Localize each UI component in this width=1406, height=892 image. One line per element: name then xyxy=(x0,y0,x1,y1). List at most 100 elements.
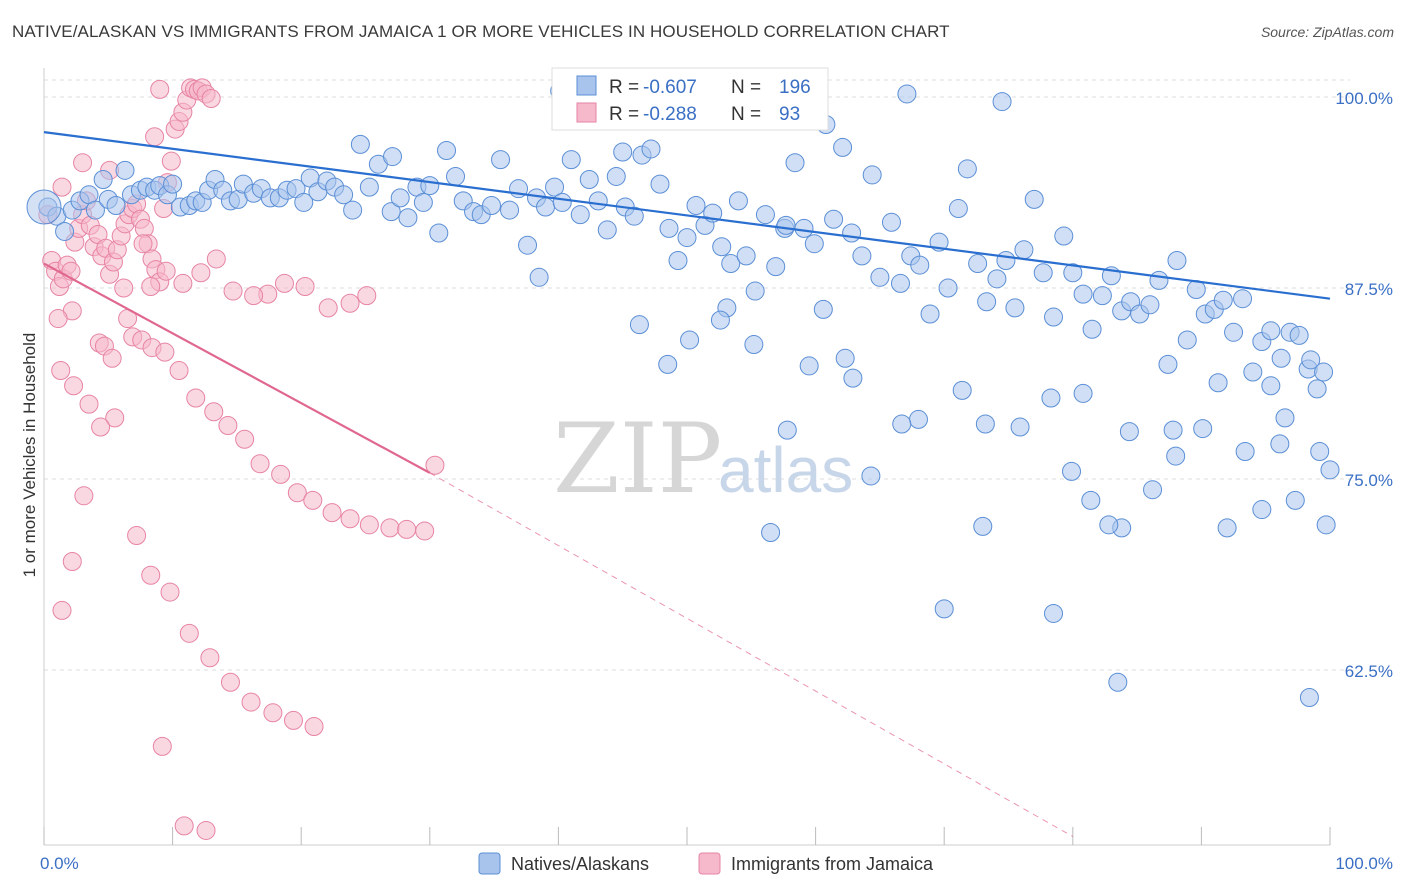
jamaica-point xyxy=(380,518,400,538)
chart-title: NATIVE/ALASKAN VS IMMIGRANTS FROM JAMAIC… xyxy=(12,22,950,41)
natives-point xyxy=(934,599,954,619)
natives-point xyxy=(686,195,706,215)
legend-n-value-jamaica: 93 xyxy=(779,104,800,125)
x-tick-label: 0.0% xyxy=(40,854,79,873)
jamaica-point xyxy=(145,127,165,147)
jamaica-point xyxy=(156,261,176,281)
natives-point xyxy=(870,267,890,287)
natives-point xyxy=(766,257,786,277)
natives-point xyxy=(755,205,775,225)
legend-n-label-natives: N = xyxy=(731,77,761,98)
natives-point xyxy=(785,153,805,173)
jamaica-point xyxy=(196,820,216,840)
natives-point xyxy=(721,254,741,274)
jamaica-trend-line xyxy=(43,262,431,474)
y-tick-label: 75.0% xyxy=(1345,471,1393,490)
jamaica-point xyxy=(169,361,189,381)
natives-point xyxy=(1044,603,1064,623)
y-tick-label: 100.0% xyxy=(1335,89,1393,108)
natives-point xyxy=(1270,434,1290,454)
natives-point xyxy=(975,414,995,434)
natives-point xyxy=(799,356,819,376)
natives-point xyxy=(1166,446,1186,466)
natives-point xyxy=(852,246,872,266)
natives-point xyxy=(897,84,917,104)
natives-point xyxy=(1033,263,1053,283)
natives-point xyxy=(1062,461,1082,481)
jamaica-point xyxy=(204,402,224,422)
natives-point xyxy=(1005,298,1025,318)
natives-point xyxy=(1261,376,1281,396)
jamaica-point xyxy=(340,509,360,529)
natives-point xyxy=(1243,362,1263,382)
natives-point xyxy=(973,516,993,536)
jamaica-point xyxy=(102,348,122,368)
natives-point xyxy=(383,147,403,167)
jamaica-point xyxy=(91,417,111,437)
jamaica-point xyxy=(318,298,338,318)
x-tick-labels: 0.0% 100.0% xyxy=(40,854,1393,873)
jamaica-point xyxy=(287,483,307,503)
natives-point xyxy=(1208,373,1228,393)
jamaica-point xyxy=(304,717,324,737)
jamaica-point xyxy=(62,552,82,572)
natives-point xyxy=(996,250,1016,270)
natives-point xyxy=(536,197,556,217)
natives-point xyxy=(570,205,590,225)
natives-point xyxy=(881,212,901,232)
natives-point xyxy=(968,254,988,274)
natives-point xyxy=(1054,226,1074,246)
legend-r-value-jamaica: -0.288 xyxy=(643,104,697,125)
natives-point xyxy=(1158,354,1178,374)
jamaica-point xyxy=(283,710,303,730)
natives-point xyxy=(1310,441,1330,461)
bottom-legend-label-jamaica: Immigrants from Jamaica xyxy=(731,854,934,874)
jamaica-point xyxy=(340,293,360,313)
natives-point xyxy=(1143,480,1163,500)
natives-point xyxy=(1235,441,1255,461)
watermark: ZIP atlas xyxy=(553,403,853,515)
natives-point xyxy=(659,218,679,238)
jamaica-point xyxy=(241,692,261,712)
jamaica-point xyxy=(235,429,255,449)
natives-point xyxy=(862,165,882,185)
natives-point xyxy=(588,191,608,211)
natives-point xyxy=(824,209,844,229)
natives-point xyxy=(1320,460,1340,480)
y-tick-labels: 100.0% 87.5% 75.0% 62.5% xyxy=(1335,89,1393,681)
jamaica-point xyxy=(155,342,175,362)
jamaica-point xyxy=(152,736,172,756)
jamaica-point xyxy=(141,565,161,585)
bottom-legend-label-natives: Natives/Alaskans xyxy=(511,854,649,874)
natives-point xyxy=(1108,672,1128,692)
jamaica-point xyxy=(174,816,194,836)
natives-point xyxy=(1233,289,1253,309)
natives-point xyxy=(650,174,670,194)
natives-point xyxy=(613,142,633,162)
natives-point xyxy=(813,299,833,319)
natives-trend-line xyxy=(43,131,1331,300)
natives-point xyxy=(861,466,881,486)
legend-n-label-jamaica: N = xyxy=(731,104,761,125)
jamaica-point xyxy=(263,703,283,723)
natives-point xyxy=(55,221,75,241)
natives-point xyxy=(804,234,824,254)
natives-point xyxy=(1099,515,1119,535)
natives-point xyxy=(597,220,617,240)
natives-point xyxy=(992,92,1012,112)
jamaica-point xyxy=(271,464,291,484)
natives-point xyxy=(1314,362,1334,382)
jamaica-point xyxy=(397,519,417,539)
jamaica-point xyxy=(220,672,240,692)
series-jamaica-points xyxy=(38,78,445,840)
natives-point xyxy=(437,140,457,160)
natives-point xyxy=(552,192,572,212)
natives-point-large xyxy=(26,189,62,225)
natives-point xyxy=(842,223,862,243)
natives-point xyxy=(1073,284,1093,304)
natives-point xyxy=(677,228,697,248)
watermark-atlas: atlas xyxy=(718,434,853,506)
natives-point xyxy=(977,292,997,312)
natives-point xyxy=(658,354,678,374)
jamaica-point xyxy=(200,648,220,668)
